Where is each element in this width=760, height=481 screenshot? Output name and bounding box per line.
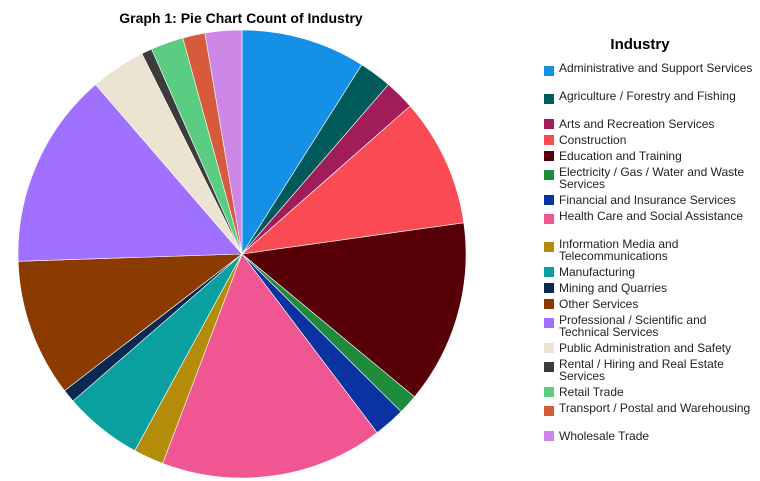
legend-swatch	[544, 343, 554, 353]
legend-label: Financial and Insurance Services	[559, 193, 736, 207]
legend-label: Wholesale Trade	[559, 429, 650, 443]
legend-swatch	[544, 406, 554, 416]
legend-item: Mining and Quarries	[544, 282, 754, 310]
legend-item: Rental / Hiring and Real Estate Services	[544, 358, 754, 386]
pie-slice	[241, 105, 465, 255]
pie-slice	[204, 29, 243, 255]
legend-label: Manufacturing	[559, 265, 636, 279]
legend-swatch	[544, 318, 554, 328]
legend-swatch	[544, 195, 554, 205]
pie-slice	[162, 253, 378, 479]
legend-item: Information Media and Telecommunications	[544, 238, 754, 266]
legend-swatch	[544, 151, 554, 161]
pie-slice	[241, 222, 467, 398]
pie-slice	[241, 29, 363, 256]
legend-label: Electricity / Gas / Water and Waste Serv…	[559, 165, 745, 191]
chart-title: Graph 1: Pie Chart Count of Industry	[119, 10, 363, 26]
legend-item: Arts and Recreation Services	[544, 118, 754, 146]
legend-label: Administrative and Support Services	[559, 61, 753, 75]
legend-item: Professional / Scientific and Technical …	[544, 314, 754, 342]
legend-swatch	[544, 135, 554, 145]
legend-label: Education and Training	[559, 149, 682, 163]
legend-swatch	[544, 431, 554, 441]
legend-label: Rental / Hiring and Real Estate Services	[559, 357, 724, 383]
legend-swatch	[544, 242, 554, 252]
legend-swatch	[544, 119, 554, 129]
legend-swatch	[544, 170, 554, 180]
legend-item: Public Administration and Safety	[544, 342, 754, 370]
legend-swatch	[544, 94, 554, 104]
legend-label: Transport / Postal and Warehousing	[559, 401, 751, 415]
legend-item: Health Care and Social Assistance	[544, 210, 754, 238]
legend-item: Education and Training	[544, 150, 754, 178]
legend-swatch	[544, 283, 554, 293]
legend-swatch	[544, 362, 554, 372]
legend-item: Retail Trade	[544, 386, 754, 414]
legend-swatch	[544, 299, 554, 309]
legend-item: Manufacturing	[544, 266, 754, 294]
legend-item: Electricity / Gas / Water and Waste Serv…	[544, 166, 754, 194]
legend-swatch	[544, 66, 554, 76]
legend-label: Other Services	[559, 297, 639, 311]
legend-item: Financial and Insurance Services	[544, 194, 754, 222]
legend-label: Construction	[559, 133, 627, 147]
legend-label: Mining and Quarries	[559, 281, 668, 295]
legend-item: Other Services	[544, 298, 754, 326]
legend-item: Construction	[544, 134, 754, 162]
legend-item: Transport / Postal and Warehousing	[544, 402, 754, 430]
pie-chart	[17, 29, 467, 479]
legend-item: Administrative and Support Services	[544, 62, 754, 90]
legend-item: Wholesale Trade	[544, 430, 754, 458]
pie-slice	[17, 253, 243, 392]
legend-item: Agriculture / Forestry and Fishing	[544, 90, 754, 118]
legend-label: Professional / Scientific and Technical …	[559, 313, 707, 339]
legend-label: Information Media and Telecommunications	[559, 237, 679, 263]
legend-swatch	[544, 267, 554, 277]
legend-label: Retail Trade	[559, 385, 624, 399]
legend-title: Industry	[610, 36, 670, 53]
legend-label: Agriculture / Forestry and Fishing	[559, 89, 736, 103]
legend-swatch	[544, 214, 554, 224]
legend-swatch	[544, 387, 554, 397]
pie-slice	[17, 84, 243, 262]
legend-label: Health Care and Social Assistance	[559, 209, 744, 223]
legend-label: Arts and Recreation Services	[559, 117, 715, 131]
legend-label: Public Administration and Safety	[559, 341, 732, 355]
